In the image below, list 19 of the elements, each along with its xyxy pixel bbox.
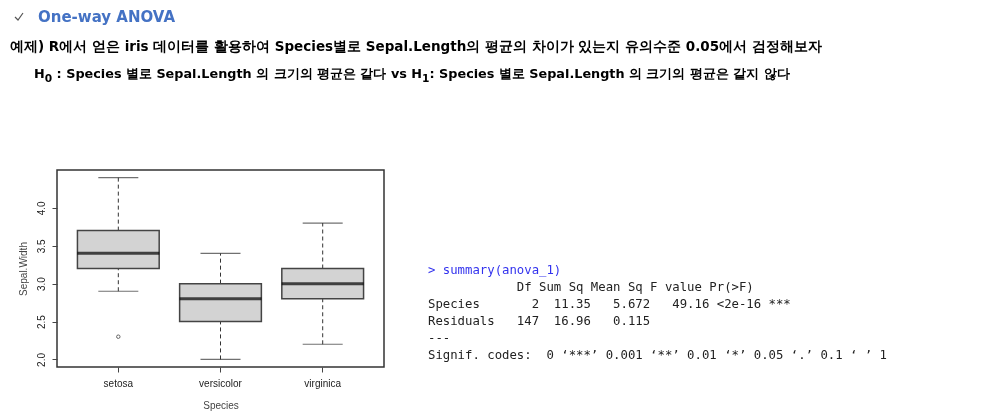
text: Species 2 11.35 5.672 49.16 <2e-16 *** <box>428 296 792 313</box>
text: 예제) R에서 얻은 iris 데이터를 활용하여 Species별로 Sepal.Length의 평균의 차이가 있는지 유의수준 0.05에서 검정해보자 <box>10 38 822 56</box>
text: Signif. codes: 0 ‘***’ 0.001 ‘**’ 0.01 ‘*’ 0.05 ‘.’ 0.1 ‘ ’ 1 <box>428 347 888 364</box>
x-tick-label: virginica <box>304 377 342 389</box>
x-axis-title: Species <box>203 399 239 411</box>
text: > summary(anova_1) <box>428 262 563 279</box>
y-tick-label: 2.5 <box>35 314 47 329</box>
chart-title: One-way ANOVA <box>38 8 176 26</box>
y-tick-label: 2.0 <box>35 352 47 367</box>
x-tick-label: versicolor <box>199 377 243 389</box>
text: --- <box>428 330 452 347</box>
text: H$_{0}$ : Species 별로 Sepal.Length 의 크기의 평균은 같다 vs H$_{1}$: Species 별로 Sepal.Length 의 크기의 평균은 같지 않다 <box>34 66 790 85</box>
text: Residuals 147 16.96 0.115 <box>428 313 652 330</box>
y-tick-label: 3.5 <box>35 238 47 254</box>
y-tick-label: 3.0 <box>35 276 47 292</box>
x-tick-label: setosa <box>103 377 134 389</box>
y-axis-title: Sepal.Width <box>17 242 29 296</box>
text: Df Sum Sq Mean Sq F value Pr(>F) <box>515 279 755 296</box>
y-tick-label: 4.0 <box>35 201 47 216</box>
